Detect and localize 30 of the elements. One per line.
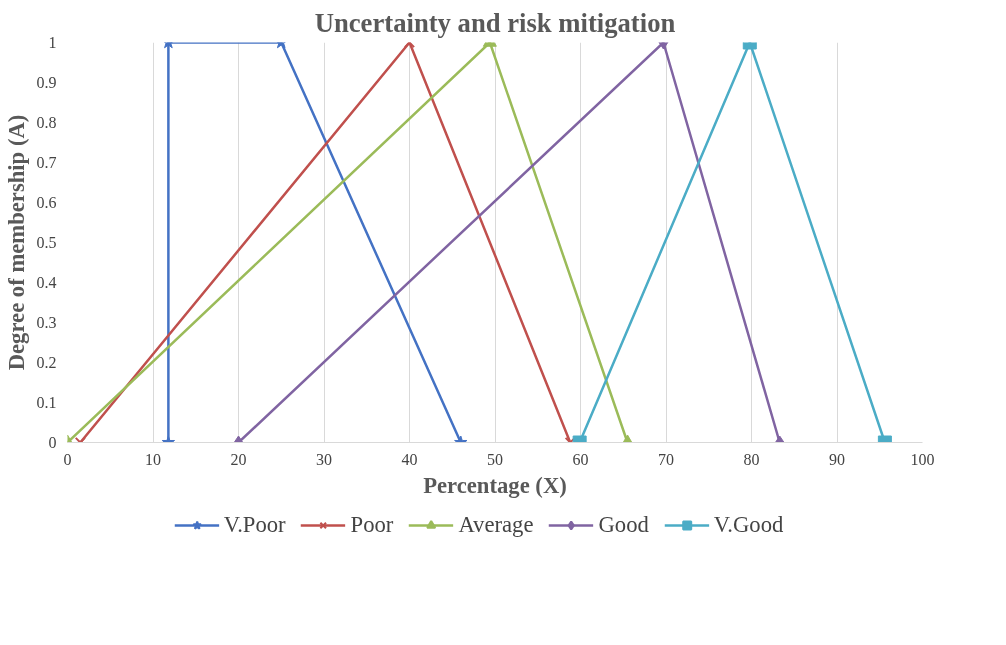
y-tick-label: 0.4 bbox=[36, 274, 57, 291]
y-tick-label: 1 bbox=[48, 34, 57, 51]
x-tick-label: 60 bbox=[572, 450, 589, 468]
y-tick-label: 0.7 bbox=[36, 154, 57, 171]
x-tick-label: 70 bbox=[658, 450, 674, 468]
x-tick-label: 10 bbox=[145, 450, 161, 468]
x-tick-label: 20 bbox=[230, 450, 247, 468]
y-tick-label: 0.3 bbox=[36, 314, 57, 331]
y-tick-label: 0.6 bbox=[36, 194, 57, 211]
legend-label: V.Poor bbox=[223, 512, 286, 538]
x-tick-label: 50 bbox=[487, 450, 503, 468]
x-tick-label: 40 bbox=[401, 450, 418, 468]
y-tick-label: 0.5 bbox=[36, 234, 57, 251]
legend-label: Average bbox=[458, 512, 534, 538]
x-tick-label: 100 bbox=[910, 450, 935, 468]
y-tick-label: 0.1 bbox=[36, 394, 57, 411]
x-tick-label: 90 bbox=[829, 450, 845, 468]
x-tick-label: 0 bbox=[63, 450, 72, 468]
y-tick-label: 0.2 bbox=[36, 354, 57, 371]
chart-title: Uncertainty and risk mitigation bbox=[314, 7, 676, 38]
x-tick-label: 30 bbox=[316, 450, 332, 468]
y-axis-title: Degree of membership (A) bbox=[3, 114, 29, 371]
x-tick-label: 80 bbox=[743, 450, 760, 468]
y-tick-label: 0.9 bbox=[36, 74, 57, 91]
legend-label: Poor bbox=[350, 512, 394, 538]
legend-label: V.Good bbox=[713, 512, 784, 538]
y-tick-label: 0.8 bbox=[36, 114, 57, 131]
legend-label: Good bbox=[598, 512, 649, 538]
y-tick-label: 0 bbox=[48, 434, 57, 451]
x-axis-title: Percentage (X) bbox=[423, 472, 567, 498]
